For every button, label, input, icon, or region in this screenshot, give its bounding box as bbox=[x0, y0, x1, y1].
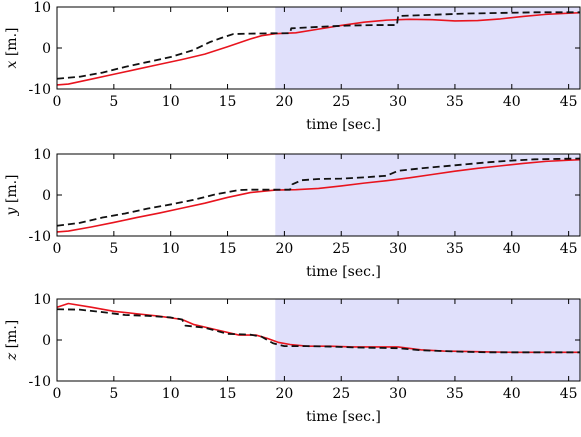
x-tick-label: 10 bbox=[162, 94, 180, 110]
y-axis-label: z [m.] bbox=[4, 320, 20, 362]
estimate-line bbox=[56, 158, 581, 233]
x-tick-label: 5 bbox=[109, 241, 118, 257]
y-tick-label: -10 bbox=[28, 82, 51, 98]
x-tick-label: 35 bbox=[446, 241, 464, 257]
y-tick-label: 10 bbox=[33, 292, 51, 308]
x-tick-label: 15 bbox=[219, 241, 237, 257]
x-tick-label: 15 bbox=[219, 94, 237, 110]
x-axis-label: time [sec.] bbox=[306, 264, 381, 280]
y-axis-unit: [m.] bbox=[4, 320, 20, 353]
y-axis-unit: [m.] bbox=[4, 27, 20, 60]
reference-line bbox=[56, 308, 580, 354]
x-tick-label: 35 bbox=[446, 94, 464, 110]
x-tick-label: 0 bbox=[53, 241, 62, 257]
shaded-region bbox=[275, 154, 580, 236]
x-tick-label: 30 bbox=[389, 241, 407, 257]
x-tick-label: 30 bbox=[389, 94, 407, 110]
x-tick-label: 45 bbox=[560, 386, 578, 402]
y-axis-variable: x bbox=[4, 61, 20, 69]
x-tick-label: 0 bbox=[53, 94, 62, 110]
y-axis-variable: z bbox=[4, 352, 20, 361]
x-tick-label: 5 bbox=[109, 94, 118, 110]
y-tick-label: -10 bbox=[28, 374, 51, 390]
x-tick-label: 20 bbox=[275, 94, 293, 110]
x-tick-label: 25 bbox=[332, 386, 350, 402]
y-axis-unit: [m.] bbox=[4, 174, 20, 207]
y-axis-label: y [m.] bbox=[4, 174, 20, 216]
x-tick-label: 25 bbox=[332, 94, 350, 110]
x-tick-label: 45 bbox=[560, 94, 578, 110]
x-tick-label: 30 bbox=[389, 386, 407, 402]
y-tick-label: 10 bbox=[33, 0, 51, 16]
x-tick-label: 10 bbox=[162, 386, 180, 402]
reference-line bbox=[56, 11, 580, 80]
y-axis-variable: y bbox=[4, 207, 20, 217]
x-tick-label: 0 bbox=[53, 386, 62, 402]
x-tick-label: 15 bbox=[219, 386, 237, 402]
y-axis-label: x [m.] bbox=[4, 27, 20, 68]
y-tick-label: 0 bbox=[42, 333, 51, 349]
x-tick-label: 35 bbox=[446, 386, 464, 402]
x-tick-label: 20 bbox=[275, 241, 293, 257]
reference-line bbox=[56, 157, 581, 227]
y-tick-label: -10 bbox=[28, 229, 51, 245]
x-tick-label: 40 bbox=[503, 386, 521, 402]
x-tick-label: 40 bbox=[503, 94, 521, 110]
x-tick-label: 25 bbox=[332, 241, 350, 257]
shaded-region bbox=[275, 7, 580, 89]
estimate-line bbox=[56, 11, 581, 86]
y-tick-label: 10 bbox=[33, 147, 51, 163]
x-axis-label: time [sec.] bbox=[306, 409, 381, 425]
shaded-region bbox=[275, 299, 580, 381]
x-tick-label: 5 bbox=[109, 386, 118, 402]
x-tick-label: 45 bbox=[560, 241, 578, 257]
x-tick-label: 20 bbox=[275, 386, 293, 402]
x-axis-label: time [sec.] bbox=[306, 117, 381, 133]
x-tick-label: 40 bbox=[503, 241, 521, 257]
y-tick-label: 0 bbox=[42, 188, 51, 204]
y-tick-label: 0 bbox=[42, 41, 51, 57]
x-tick-label: 10 bbox=[162, 241, 180, 257]
